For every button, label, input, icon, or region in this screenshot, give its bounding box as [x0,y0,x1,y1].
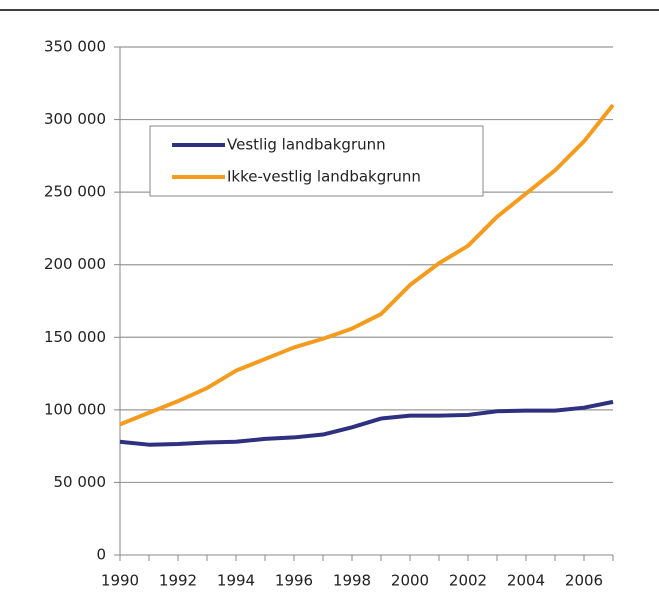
x-tick-label: 1992 [159,572,197,590]
y-tick-label: 0 [96,546,106,564]
y-tick-label: 350 000 [44,38,106,56]
x-tick-label: 2006 [565,572,603,590]
legend-label: Vestlig landbakgrunn [227,136,386,154]
x-tick-label: 2002 [449,572,487,590]
legend-label: Ikke-vestlig landbakgrunn [227,168,421,186]
legend-box [149,125,484,197]
series-line [119,103,615,427]
x-tick-label: 2004 [507,572,545,590]
x-tick-label: 1994 [217,572,255,590]
x-tick-label: 1990 [101,572,139,590]
x-tick-label: 2000 [391,572,429,590]
y-tick-label: 250 000 [44,183,106,201]
y-tick-label: 100 000 [44,400,106,418]
y-tick-label: 150 000 [44,328,106,346]
series-line [119,399,614,447]
x-tick-label: 1996 [275,572,313,590]
y-tick-label: 50 000 [54,473,107,491]
y-tick-label: 300 000 [44,110,106,128]
y-tick-label: 200 000 [44,255,106,273]
x-tick-label: 1998 [333,572,371,590]
